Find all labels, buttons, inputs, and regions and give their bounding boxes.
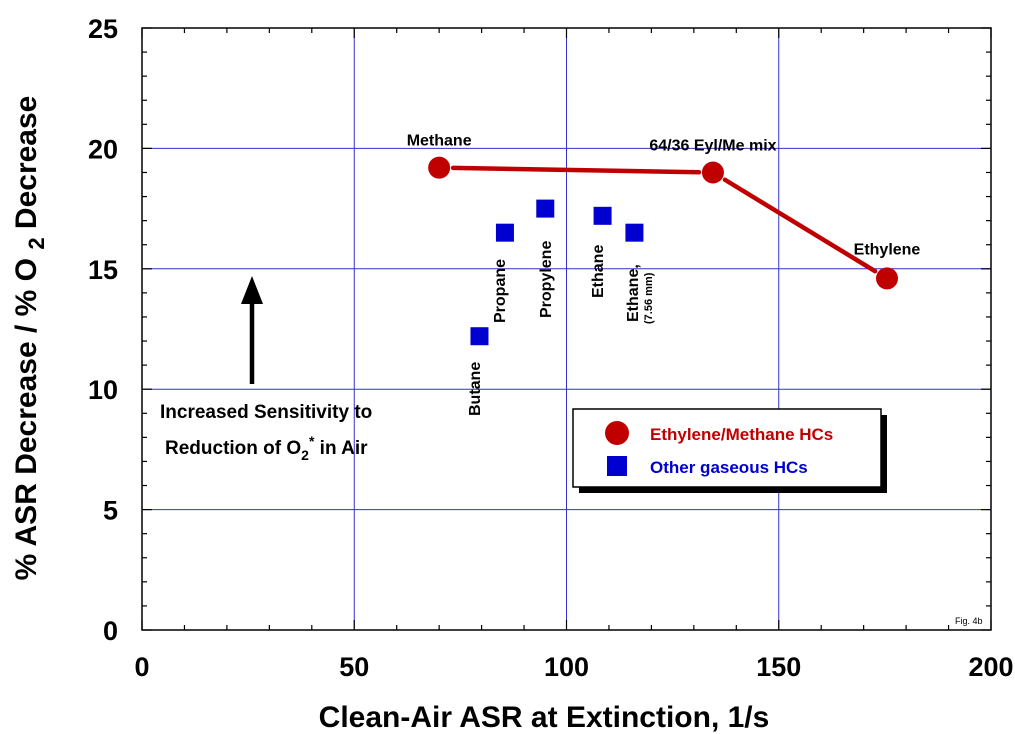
data-point-circle xyxy=(875,267,898,290)
x-tick-label: 0 xyxy=(134,652,149,682)
grid xyxy=(142,28,991,630)
series-line-ethylene-methane xyxy=(722,177,878,274)
y-tick-label: 5 xyxy=(103,496,118,526)
series-line-ethylene-methane xyxy=(450,165,702,175)
point-label-vertical: Propane xyxy=(492,259,509,323)
x-tick-label: 100 xyxy=(544,652,589,682)
point-label-vertical: Ethane xyxy=(590,245,607,298)
legend-label-other-gaseous: Other gaseous HCs xyxy=(650,458,808,477)
legend: Ethylene/Methane HCs Other gaseous HCs xyxy=(572,408,887,493)
axis-ticks xyxy=(141,27,992,631)
x-tick-label: 200 xyxy=(968,652,1013,682)
legend-circle-marker xyxy=(605,421,629,445)
legend-square-marker xyxy=(607,456,627,476)
data-point-square xyxy=(593,206,612,225)
data-point-square xyxy=(470,327,489,346)
y-tick-label: 25 xyxy=(88,14,118,44)
y-axis-title: % ASR Decrease / % O 2 Decrease xyxy=(10,96,49,581)
data-point-square xyxy=(625,223,644,242)
data-point-square xyxy=(536,199,555,218)
legend-label-ethylene-methane: Ethylene/Methane HCs xyxy=(650,425,833,444)
point-label: Methane xyxy=(407,133,472,150)
x-tick-labels: 0 50 100 150 200 xyxy=(134,652,1013,682)
figure-tag: Fig. 4b xyxy=(955,616,983,626)
data-series xyxy=(428,156,898,346)
data-point-square xyxy=(495,223,514,242)
x-tick-label: 50 xyxy=(339,652,369,682)
sensitivity-note-line2: Reduction of O2* in Air xyxy=(165,433,368,463)
point-sublabel-vertical: (7.56 mm) xyxy=(643,272,655,324)
sensitivity-arrow xyxy=(241,276,263,384)
data-point-circle xyxy=(428,156,451,179)
y-tick-label: 0 xyxy=(103,616,118,646)
y-tick-labels: 0 5 10 15 20 25 xyxy=(88,14,118,646)
point-label-vertical: Butane xyxy=(467,362,484,416)
data-point-circle xyxy=(701,161,724,184)
x-tick-label: 150 xyxy=(756,652,801,682)
y-tick-label: 15 xyxy=(88,255,118,285)
x-axis-title: Clean-Air ASR at Extinction, 1/s xyxy=(319,701,770,734)
point-label-vertical: Ethane, xyxy=(625,264,642,322)
point-label: 64/36 Eyl/Me mix xyxy=(649,137,776,154)
y-tick-label: 20 xyxy=(88,134,118,164)
point-label-vertical: Propylene xyxy=(538,241,555,318)
point-label: Ethylene xyxy=(854,241,921,258)
point-labels: Methane 64/36 Eyl/Me mix Ethylene Butane Pro… xyxy=(407,133,921,416)
y-tick-label: 10 xyxy=(88,375,118,405)
sensitivity-note-line1: Increased Sensitivity to xyxy=(160,402,372,423)
